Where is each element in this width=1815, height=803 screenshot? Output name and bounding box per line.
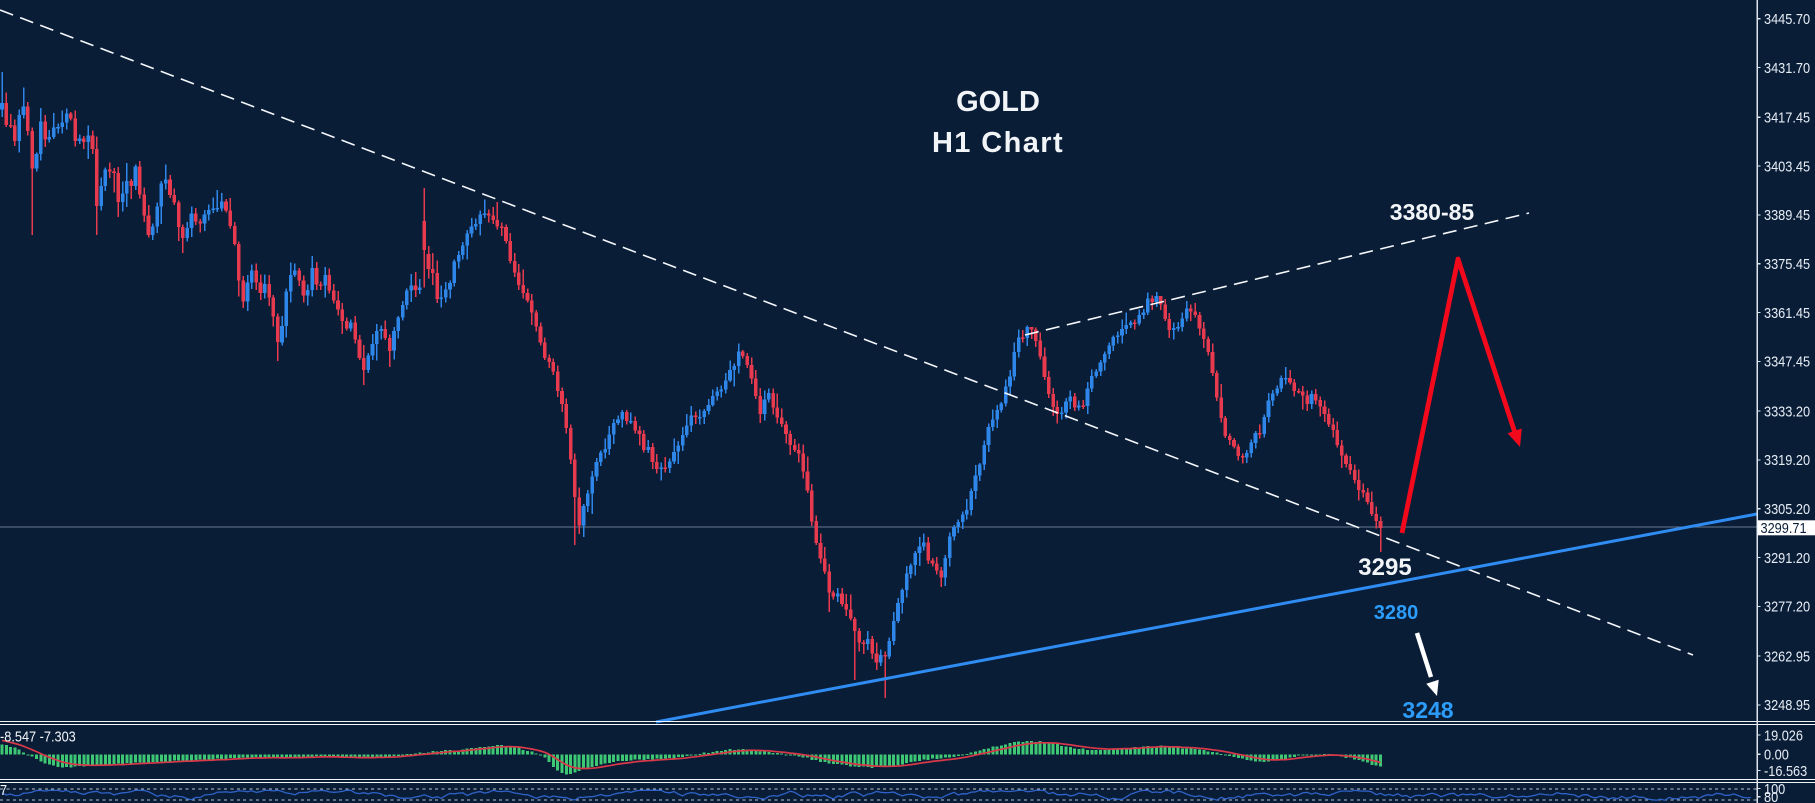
svg-text:3248.95: 3248.95 bbox=[1764, 696, 1810, 713]
svg-text:H1 Chart: H1 Chart bbox=[932, 127, 1064, 159]
svg-text:3299.71: 3299.71 bbox=[1761, 519, 1807, 536]
svg-text:3389.45: 3389.45 bbox=[1764, 206, 1810, 223]
svg-text:3361.45: 3361.45 bbox=[1764, 304, 1810, 321]
svg-text:7: 7 bbox=[0, 781, 7, 798]
svg-text:3319.20: 3319.20 bbox=[1764, 451, 1810, 468]
svg-text:3305.20: 3305.20 bbox=[1764, 500, 1810, 517]
svg-text:-8.547 -7.303: -8.547 -7.303 bbox=[0, 727, 76, 744]
svg-text:3431.70: 3431.70 bbox=[1764, 59, 1810, 76]
svg-text:3262.95: 3262.95 bbox=[1764, 647, 1810, 664]
svg-text:3375.45: 3375.45 bbox=[1764, 255, 1810, 272]
svg-text:3445.70: 3445.70 bbox=[1764, 10, 1810, 27]
svg-text:GOLD: GOLD bbox=[956, 86, 1040, 118]
svg-text:3280: 3280 bbox=[1374, 602, 1419, 624]
svg-text:100: 100 bbox=[1764, 780, 1785, 797]
svg-text:3248: 3248 bbox=[1402, 697, 1453, 723]
svg-text:3333.20: 3333.20 bbox=[1764, 402, 1810, 419]
svg-text:0.00: 0.00 bbox=[1764, 746, 1789, 763]
svg-text:3347.45: 3347.45 bbox=[1764, 353, 1810, 370]
svg-text:3277.20: 3277.20 bbox=[1764, 598, 1810, 615]
svg-text:3295: 3295 bbox=[1358, 554, 1411, 581]
svg-text:19.026: 19.026 bbox=[1764, 726, 1803, 743]
svg-text:80: 80 bbox=[1764, 788, 1778, 803]
svg-text:3291.20: 3291.20 bbox=[1764, 549, 1810, 566]
svg-text:3417.45: 3417.45 bbox=[1764, 108, 1810, 125]
svg-text:3380-85: 3380-85 bbox=[1390, 199, 1475, 225]
svg-text:-16.563: -16.563 bbox=[1764, 762, 1807, 779]
svg-text:3403.45: 3403.45 bbox=[1764, 157, 1810, 174]
